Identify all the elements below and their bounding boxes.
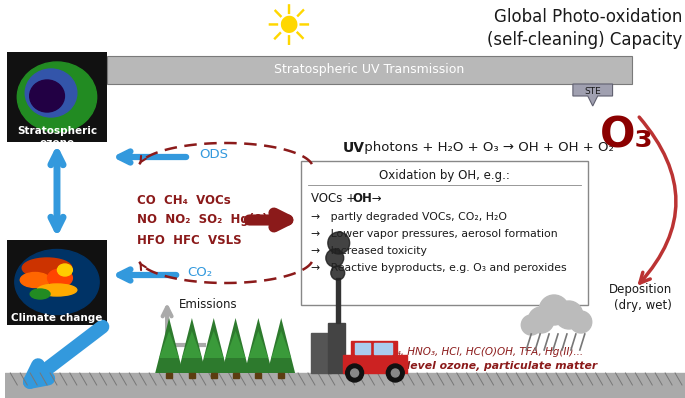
Circle shape [539,295,569,325]
Ellipse shape [17,62,97,132]
Polygon shape [355,343,371,354]
Ellipse shape [25,69,77,117]
Text: →   Reactive byproducts, e.g. O₃ and peroxides: → Reactive byproducts, e.g. O₃ and perox… [311,263,566,273]
Text: Oxidation by OH, e.g.:: Oxidation by OH, e.g.: [379,170,510,183]
Text: Ground-level ozone, particulate matter: Ground-level ozone, particulate matter [356,361,597,371]
Text: Climate change: Climate change [11,313,103,323]
Polygon shape [166,373,172,378]
Polygon shape [311,333,331,373]
Text: →   Increased toxicity: → Increased toxicity [311,246,427,256]
Circle shape [331,266,345,280]
Polygon shape [233,373,238,378]
Text: CO  CH₄  VOCs
NO  NO₂  SO₂  Hg(0)
HFO  HFC  VSLS: CO CH₄ VOCs NO NO₂ SO₂ Hg(0) HFO HFC VSL… [137,193,268,246]
Ellipse shape [15,250,99,314]
Polygon shape [351,341,397,355]
Text: STE: STE [584,86,601,96]
Polygon shape [249,331,269,358]
Ellipse shape [29,80,64,112]
Text: VOCs +: VOCs + [311,191,360,205]
Text: ODS: ODS [199,148,228,160]
Polygon shape [573,84,612,106]
FancyBboxPatch shape [8,240,107,325]
Polygon shape [225,331,245,358]
Polygon shape [278,373,284,378]
Polygon shape [342,355,407,373]
Ellipse shape [37,284,77,296]
Circle shape [570,311,592,333]
Text: CO₂: CO₂ [187,265,212,279]
Text: Stratospheric UV Transmission: Stratospheric UV Transmission [275,64,464,76]
Circle shape [391,369,399,377]
Text: →   partly degraded VOCs, CO₂, H₂O: → partly degraded VOCs, CO₂, H₂O [311,212,507,222]
Polygon shape [155,318,183,373]
Polygon shape [267,318,295,373]
Text: UV: UV [342,141,364,155]
Circle shape [346,364,364,382]
Polygon shape [336,278,340,323]
Text: Global Photo-oxidation
(self-cleaning) Capacity: Global Photo-oxidation (self-cleaning) C… [487,8,682,49]
Circle shape [328,232,349,254]
Polygon shape [211,373,216,378]
Circle shape [528,307,554,333]
Polygon shape [375,343,393,354]
Polygon shape [159,331,179,358]
Circle shape [555,301,583,329]
Text: Deposition
(dry, wet): Deposition (dry, wet) [609,283,672,312]
Ellipse shape [22,258,72,278]
Text: O₃: O₃ [599,114,653,156]
FancyBboxPatch shape [301,161,588,305]
Text: Emissions: Emissions [179,297,238,310]
Text: H₂SO₄, HNO₃, HCl, HC(O)OH, TFA, Hg(II)...: H₂SO₄, HNO₃, HCl, HC(O)OH, TFA, Hg(II)..… [370,347,583,357]
Text: ☀: ☀ [263,3,313,57]
Text: →: → [368,191,381,205]
Ellipse shape [21,273,50,287]
Ellipse shape [30,289,50,299]
Circle shape [326,249,344,267]
Circle shape [521,315,541,335]
Polygon shape [256,373,262,378]
Text: Stratospheric
ozone: Stratospheric ozone [17,126,97,148]
Polygon shape [189,373,195,378]
FancyBboxPatch shape [107,56,632,84]
Circle shape [386,364,404,382]
FancyBboxPatch shape [8,52,107,142]
Circle shape [351,369,358,377]
FancyArrowPatch shape [639,117,676,283]
Polygon shape [178,318,205,373]
Polygon shape [245,318,272,373]
Polygon shape [182,331,202,358]
Polygon shape [271,331,291,358]
Text: →   Lower vapor pressures, aerosol formation: → Lower vapor pressures, aerosol formati… [311,229,558,239]
Polygon shape [328,323,345,373]
Ellipse shape [47,269,73,287]
Text: photons + H₂O + O₃ → OH + OH + O₂: photons + H₂O + O₃ → OH + OH + O₂ [360,142,614,154]
Polygon shape [204,331,224,358]
Text: OH: OH [353,191,373,205]
Polygon shape [222,318,249,373]
Polygon shape [200,318,227,373]
Ellipse shape [58,264,73,276]
